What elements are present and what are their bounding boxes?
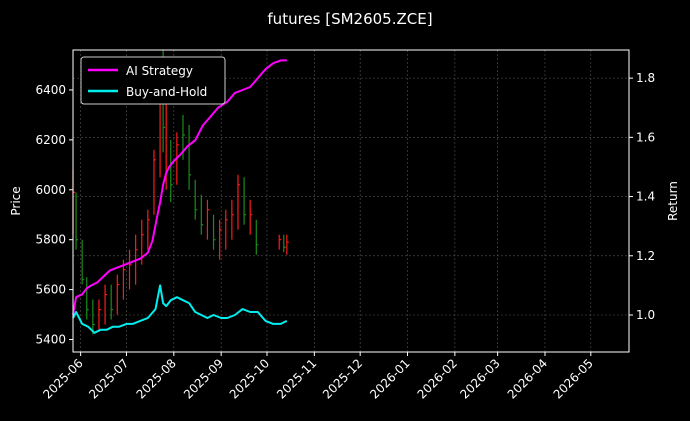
series-line-buy-and-hold [72, 284, 288, 334]
y2-tick-label: 1.4 [636, 190, 655, 204]
y2-tick-label: 1.2 [636, 249, 655, 263]
y2-tick-label: 1.0 [636, 308, 655, 322]
legend-label-buy-and-hold: Buy-and-Hold [126, 85, 207, 99]
legend: AI Strategy Buy-and-Hold [80, 56, 226, 105]
legend-label-ai-strategy: AI Strategy [126, 64, 193, 78]
y-axis-ticks: 5400 5600 5800 6000 6200 6400 [35, 83, 73, 347]
y-tick-label: 6400 [35, 83, 66, 97]
y-tick-label: 6200 [35, 133, 66, 147]
y2-axis-label: Return [666, 181, 680, 221]
y-tick-label: 5600 [35, 283, 66, 297]
y2-axis-ticks: 1.0 1.2 1.4 1.6 1.8 [629, 71, 655, 322]
y-tick-label: 6000 [35, 183, 66, 197]
y-axis-label: Price [9, 186, 23, 215]
y2-tick-label: 1.6 [636, 130, 655, 144]
y-tick-label: 5800 [35, 233, 66, 247]
chart-title: futures [SM2605.ZCE] [267, 10, 432, 28]
return-series [72, 59, 288, 334]
series-line-ai-strategy [72, 59, 287, 316]
plot-frame [72, 49, 630, 353]
y-tick-label: 5400 [35, 333, 66, 347]
y2-tick-label: 1.8 [636, 71, 655, 85]
